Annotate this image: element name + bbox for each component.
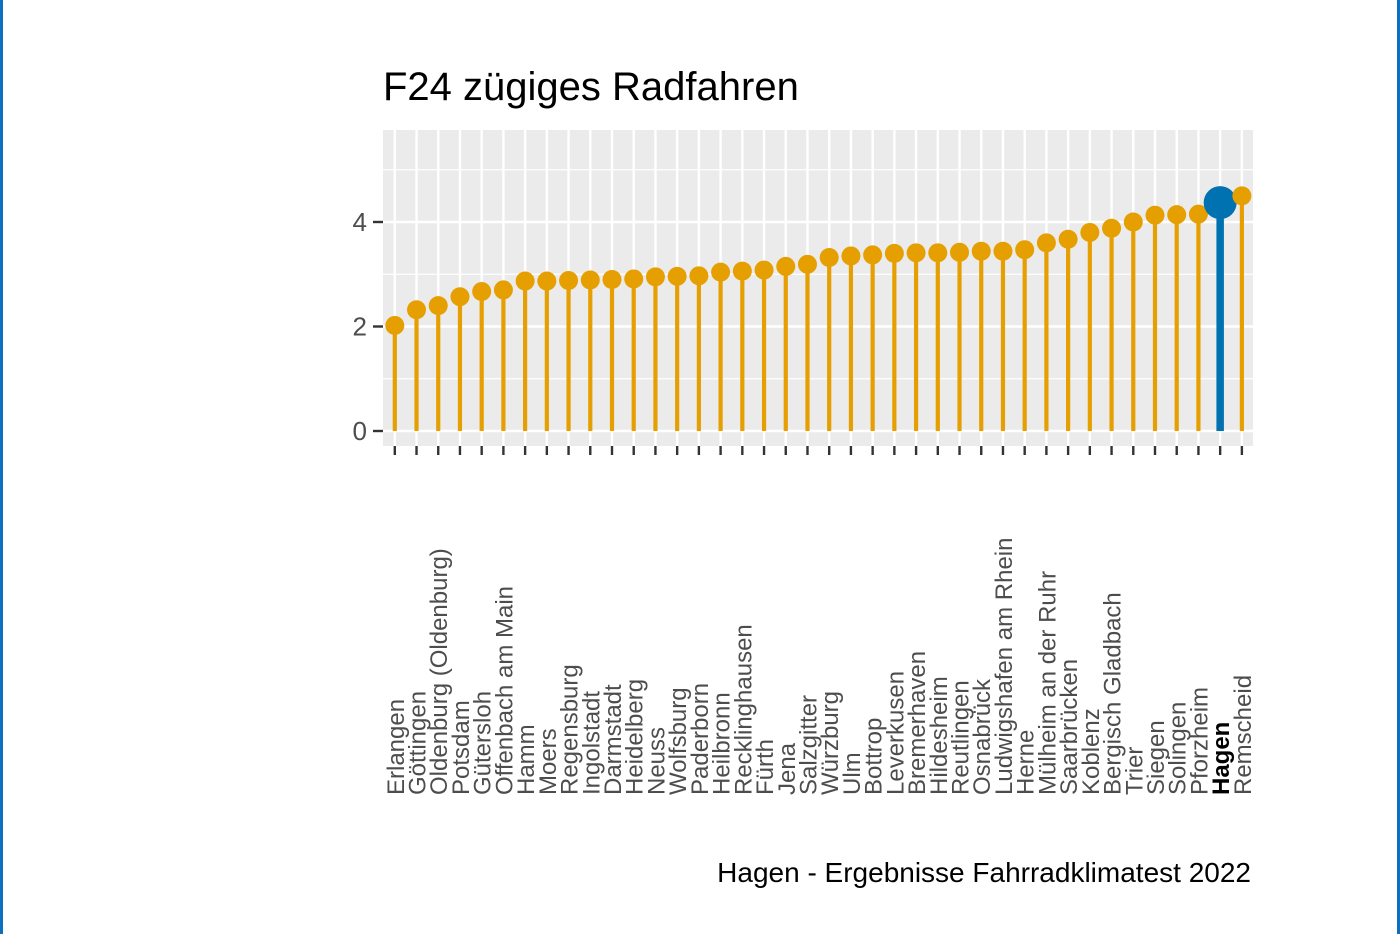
x-tick-label: Potsdam xyxy=(448,700,475,795)
x-tick-label: Hamm xyxy=(513,724,540,795)
lollipop-point xyxy=(624,269,644,289)
chart-title: F24 zügiges Radfahren xyxy=(383,65,799,109)
lollipop-point xyxy=(993,241,1013,261)
lollipop-point xyxy=(515,271,535,291)
y-tick-label: 4 xyxy=(353,207,367,237)
x-tick-label: Ulm xyxy=(839,752,866,795)
lollipop-point xyxy=(776,256,796,276)
lollipop-point xyxy=(863,245,883,265)
x-tick-label: Solingen xyxy=(1165,702,1192,795)
lollipop-point xyxy=(884,243,904,263)
lollipop-point xyxy=(428,296,448,316)
x-tick-label: Paderborn xyxy=(687,683,714,795)
lollipop-point xyxy=(667,266,687,286)
lollipop-point xyxy=(711,262,731,282)
lollipop-point xyxy=(559,271,579,291)
y-tick-label: 0 xyxy=(353,416,367,446)
lollipop-point xyxy=(732,261,752,281)
x-tick-label: Neuss xyxy=(643,727,670,795)
x-tick-label: Herne xyxy=(1013,730,1040,795)
lollipop-point xyxy=(1015,240,1035,260)
x-tick-label: Würzburg xyxy=(817,691,844,795)
x-tick-label: Koblenz xyxy=(1078,708,1105,795)
lollipop-point xyxy=(1145,205,1165,225)
lollipop-point xyxy=(537,271,557,291)
lollipop-point xyxy=(928,243,948,263)
x-tick-label: Moers xyxy=(535,728,562,795)
x-tick-label: Offenbach am Main xyxy=(491,586,518,795)
x-tick-label: Göttingen xyxy=(405,691,432,795)
x-tick-label: Reutlingen xyxy=(948,680,975,795)
x-tick-label: Hagen xyxy=(1208,722,1235,795)
lollipop-point xyxy=(1058,229,1078,249)
lollipop-point xyxy=(1188,204,1208,224)
x-tick-label: Regensburg xyxy=(557,664,584,795)
x-tick-label: Saarbrücken xyxy=(1056,659,1083,795)
y-tick-label: 2 xyxy=(353,312,367,342)
lollipop-point xyxy=(754,260,774,280)
y-axis: 0 2 4 xyxy=(353,207,383,446)
lollipop-point xyxy=(472,281,492,301)
lollipop-point xyxy=(797,254,817,274)
lollipop-point xyxy=(493,280,513,300)
lollipop-point xyxy=(1080,222,1100,242)
x-tick-label: Gütersloh xyxy=(470,691,497,795)
lollipop-point xyxy=(1036,233,1056,253)
lollipop-point xyxy=(645,267,665,287)
lollipop-point xyxy=(385,315,405,335)
lollipop-point xyxy=(407,300,427,320)
lollipop-point xyxy=(1123,212,1143,232)
x-tick-label: Ingolstadt xyxy=(578,691,605,795)
x-tick-label: Hildesheim xyxy=(926,676,953,795)
x-tick-label: Leverkusen xyxy=(882,671,909,795)
x-tick-label: Erlangen xyxy=(383,699,410,795)
x-tick-label: Recklinghausen xyxy=(730,624,757,795)
x-tick-label: Wolfsburg xyxy=(665,687,692,795)
lollipop-point xyxy=(580,270,600,290)
x-tick-label: Heidelberg xyxy=(622,679,649,795)
lollipop-point xyxy=(450,287,470,307)
chart-caption: Hagen - Ergebnisse Fahrradklimatest 2022 xyxy=(717,857,1251,888)
x-tick-label: Osnabrück xyxy=(969,678,996,795)
x-tick-label: Mülheim an der Ruhr xyxy=(1034,571,1061,795)
x-tick-label: Ludwigshafen am Rhein xyxy=(991,538,1018,795)
plot-panel xyxy=(383,130,1253,446)
lollipop-point xyxy=(602,269,622,289)
lollipop-point xyxy=(1203,186,1237,220)
lollipop-point xyxy=(906,243,926,263)
lollipop-point xyxy=(1232,186,1252,206)
data-marks xyxy=(385,186,1252,431)
x-tick-label: Remscheid xyxy=(1230,675,1257,795)
x-tick-label: Trier xyxy=(1121,747,1148,795)
x-tick-label: Heilbronn xyxy=(709,692,736,795)
x-tick-label: Bottrop xyxy=(861,718,888,795)
x-tick-label: Bergisch Gladbach xyxy=(1100,592,1127,795)
x-tick-label: Jena xyxy=(774,742,801,795)
lollipop-point xyxy=(950,242,970,262)
lollipop-point xyxy=(689,266,709,286)
x-tick-label: Fürth xyxy=(752,739,779,795)
x-tick-label: Salzgitter xyxy=(795,695,822,795)
x-tick-label: Darmstadt xyxy=(600,684,627,795)
x-tick-label: Bremerhaven xyxy=(904,651,931,795)
lollipop-point xyxy=(1167,205,1187,225)
lollipop-point xyxy=(1102,218,1122,238)
lollipop-point xyxy=(819,248,839,268)
lollipop-chart: F24 zügiges Radfahren 0 2 4 ErlangenGöttin… xyxy=(353,65,1257,888)
x-tick-label: Siegen xyxy=(1143,720,1170,795)
x-tick-label: Oldenburg (Oldenburg) xyxy=(426,548,453,795)
lollipop-point xyxy=(841,246,861,266)
x-tick-label: Pforzheim xyxy=(1186,687,1213,795)
lollipop-point xyxy=(971,241,991,261)
